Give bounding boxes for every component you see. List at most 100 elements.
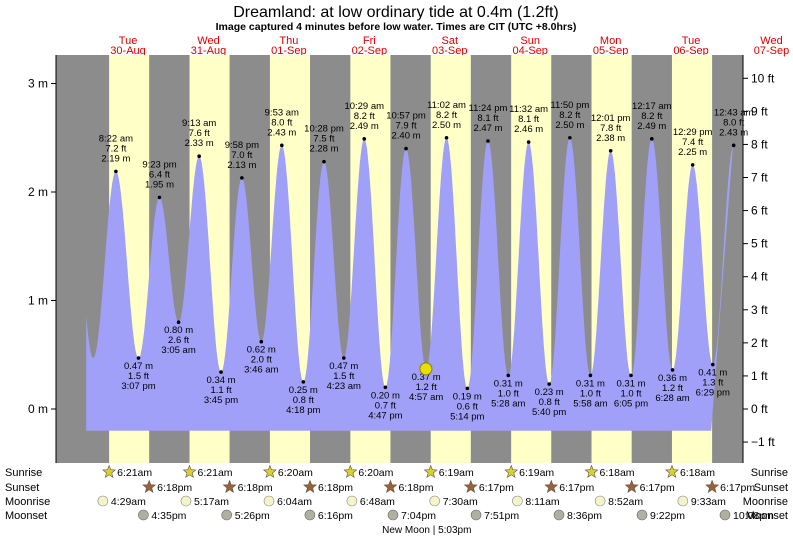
low-tide-label: 6:28 am	[655, 393, 689, 404]
moonrise-time: 7:30am	[443, 496, 478, 508]
day-name: Mon	[600, 35, 621, 47]
tide-point	[588, 373, 593, 378]
moonset-time: 7:04pm	[401, 510, 436, 522]
moonset-icon	[470, 509, 482, 521]
moonset-icon	[553, 509, 565, 521]
moonset-icon	[719, 509, 731, 521]
tide-point	[280, 143, 284, 148]
day-date: 01-Sep	[271, 45, 306, 57]
astro-row-label-left: Moonrise	[5, 496, 50, 508]
low-tide-label: 4:57 am	[409, 392, 443, 403]
high-tide-label: 8.1 ft	[477, 113, 498, 124]
high-tide-label: 2.13 m	[227, 160, 256, 171]
tide-point	[526, 140, 531, 144]
day-date: 07-Sep	[754, 45, 789, 57]
sunset-icon	[463, 479, 478, 493]
tide-point	[157, 195, 162, 200]
chart-title: Dreamland: at low ordinary tide at 0.4m …	[233, 4, 558, 21]
tick-label-ft: 4 ft	[751, 270, 768, 284]
day-name: Fri	[363, 35, 376, 47]
astro-row-label-left: Sunset	[5, 482, 39, 494]
high-tide-label: 11:32 am	[509, 104, 548, 115]
high-tide-label: 9:53 am	[265, 107, 299, 118]
sunset-icon	[624, 479, 639, 493]
moonset-icon	[221, 509, 232, 521]
high-tide-label: 7.2 ft	[105, 143, 126, 154]
low-tide-label: 0.36 m	[658, 373, 687, 384]
tide-point	[383, 385, 388, 390]
high-tide-label: 2.40 m	[392, 131, 421, 142]
tide-point	[136, 356, 141, 360]
low-tide-label: 0.37 m	[412, 372, 441, 383]
sunrise-time: 6:19am	[519, 467, 554, 479]
tick-label-m: 0 m	[28, 402, 48, 416]
high-tide-label: 11:50 pm	[550, 100, 589, 111]
new-moon-label: New Moon | 5:03pm	[382, 525, 471, 536]
sunrise-icon	[343, 464, 358, 478]
low-tide-label: 6:29 pm	[696, 388, 730, 399]
sunrise-time: 6:20am	[278, 467, 313, 479]
high-tide-label: 9:23 pm	[142, 159, 176, 170]
astro-row-label-right: Moonrise	[743, 496, 788, 508]
low-tide-label: 1.1 ft	[210, 385, 231, 396]
high-tide-label: 2.46 m	[514, 124, 543, 135]
tick-label-ft: 7 ft	[751, 171, 768, 185]
moonrise-icon	[677, 495, 689, 507]
current-level-dot	[419, 362, 433, 376]
low-tide-label: 0.7 ft	[375, 400, 396, 411]
high-tide-label: 2.49 m	[350, 121, 379, 132]
tide-point	[465, 386, 470, 391]
moonset-time: 10:08pm	[733, 510, 774, 522]
tide-point	[322, 159, 326, 164]
sunrise-time: 6:18am	[680, 467, 715, 479]
sunrise-icon	[584, 464, 599, 478]
moonrise-time: 9:33am	[691, 496, 726, 508]
low-tide-label: 1.5 ft	[333, 371, 354, 382]
high-tide-label: 12:43 am	[714, 107, 754, 118]
low-tide-label: 0.31 m	[576, 378, 605, 389]
tide-point	[629, 373, 633, 378]
low-tide-label: 0.25 m	[289, 385, 318, 396]
low-tide-label: 0.8 ft	[293, 395, 314, 406]
sunset-icon	[544, 479, 559, 493]
low-tide-label: 0.41 m	[698, 368, 727, 379]
low-tide-label: 4:23 am	[327, 381, 361, 392]
day-name: Sat	[442, 35, 459, 47]
moonrise-time: 5:17am	[194, 496, 229, 508]
high-tide-label: 10:28 pm	[304, 124, 344, 135]
day-date: 31-Aug	[191, 45, 226, 57]
day-name: Wed	[197, 35, 219, 47]
sunset-time: 6:17pm	[479, 482, 514, 494]
tide-point	[649, 137, 654, 141]
moonrise-icon	[346, 495, 358, 507]
sunrise-time: 6:21am	[198, 467, 233, 479]
low-tide-label: 5:14 pm	[450, 411, 484, 422]
moonset-time: 8:36pm	[567, 510, 602, 522]
tick-label-m: 3 m	[28, 77, 48, 91]
tide-point	[690, 163, 695, 167]
sunset-time: 6:17pm	[640, 482, 675, 494]
high-tide-label: 2.50 m	[432, 120, 461, 131]
tick-label-m: 1 m	[28, 294, 48, 308]
astro-row-label-left: Moonset	[5, 510, 47, 522]
low-tide-label: 0.20 m	[371, 390, 400, 401]
sunrise-icon	[423, 464, 438, 478]
high-tide-label: 2.25 m	[678, 147, 707, 158]
tick-label-ft: 5 ft	[751, 237, 768, 251]
moonrise-time: 6:04am	[277, 496, 312, 508]
moonrise-icon	[429, 495, 440, 507]
day-date: 06-Sep	[673, 45, 708, 57]
tick-label-ft: 6 ft	[751, 204, 768, 218]
low-tide-label: 0.34 m	[207, 375, 236, 386]
tide-point	[608, 148, 613, 153]
low-tide-label: 1.2 ft	[416, 382, 437, 393]
sunrise-icon	[102, 464, 117, 478]
moonset-icon	[387, 509, 399, 521]
high-tide-label: 10:29 am	[344, 101, 384, 112]
high-tide-label: 8.2 ft	[354, 111, 375, 122]
low-tide-label: 1.3 ft	[702, 378, 723, 389]
tide-point	[547, 382, 551, 386]
moonset-time: 7:51pm	[484, 510, 519, 522]
low-tide-label: 0.31 m	[616, 378, 645, 389]
astro-row-label-right: Sunset	[754, 482, 788, 494]
